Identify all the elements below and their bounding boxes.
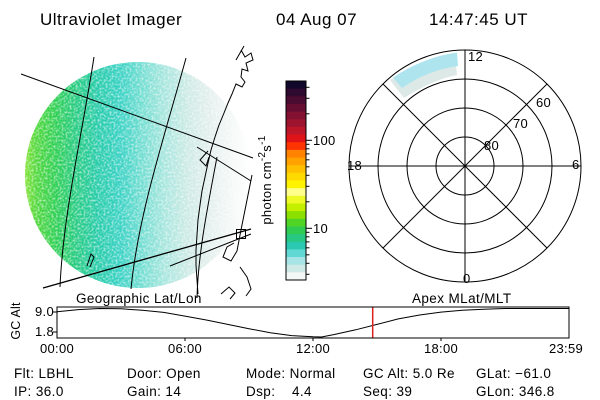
- colorbar-swatch: [286, 142, 306, 151]
- time-axis-labels: 00:00 06:00 12:00 18:00 23:59: [40, 341, 583, 356]
- uv-emission-speckle: [25, 62, 251, 288]
- status-flt: Flt: LBHL: [14, 366, 74, 381]
- spacecraft-footprint-marker: [236, 229, 246, 239]
- island-outline: [86, 253, 95, 268]
- mlat-label-70: 70: [513, 116, 528, 131]
- date-label: 04 Aug 07: [276, 10, 357, 29]
- meridian-line: [59, 56, 95, 288]
- colorbar-swatch: [286, 96, 306, 105]
- colorbar-swatch: [286, 157, 306, 166]
- time-label: 14:47:45 UT: [429, 10, 528, 29]
- app-title: Ultraviolet Imager: [40, 10, 182, 29]
- y-tick-label-high: 9.0: [35, 304, 54, 319]
- colorbar-swatch: [286, 111, 306, 120]
- apex-polar-panel: 12 18 6 0 80 70 60: [347, 49, 582, 286]
- orbit-plot-frame: [56, 306, 570, 339]
- colorbar-swatch: [286, 180, 306, 189]
- colorbar: 100 10 photon cm-2s-1: [257, 80, 336, 281]
- colorbar-swatch: [286, 272, 306, 281]
- colorbar-swatch: [286, 165, 306, 174]
- colorbar-swatch: [286, 134, 306, 143]
- emission-patch: [393, 52, 458, 88]
- geographic-image-panel: [20, 45, 254, 300]
- y-axis-label: GC Alt: [9, 302, 23, 340]
- status-ip: IP: 36.0: [14, 384, 64, 399]
- orbit-altitude-panel: Geographic Lat/Lon Apex MLat/MLT GC Alt …: [9, 291, 583, 356]
- colorbar-frame: [285, 80, 307, 281]
- mlt-label-18: 18: [347, 158, 362, 173]
- mlat-label-80: 80: [484, 138, 499, 153]
- colorbar-swatch: [286, 188, 306, 197]
- caption-apex: Apex MLat/MLT: [412, 291, 511, 306]
- mlt-label-0: 0: [463, 271, 471, 286]
- caption-geographic: Geographic Lat/Lon: [76, 291, 202, 306]
- orbit-track-line: [42, 228, 252, 289]
- colorbar-swatches: [286, 81, 306, 281]
- colorbar-swatch: [286, 103, 306, 113]
- colorbar-swatch: [286, 241, 306, 250]
- parallel-line: [20, 73, 254, 159]
- status-gain: Gain: 14: [127, 384, 181, 399]
- colorbar-unit-label: photon cm-2s-1: [257, 135, 274, 224]
- status-gcalt: GC Alt: 5.0 Re: [363, 366, 455, 381]
- colorbar-swatch: [286, 264, 306, 273]
- colorbar-swatch: [286, 218, 306, 227]
- colorbar-swatch: [286, 203, 306, 212]
- mlt-label-6: 6: [572, 157, 580, 172]
- colorbar-swatch: [286, 88, 306, 97]
- mlt-spoke-diagonal: [382, 83, 548, 249]
- colorbar-swatch: [286, 234, 306, 243]
- meridian-line: [130, 57, 187, 290]
- colorbar-swatch: [286, 249, 306, 258]
- x-tick-label: 23:59: [549, 341, 583, 356]
- status-glon: GLon: 346.8: [476, 384, 555, 399]
- coastline-path: [220, 266, 252, 300]
- x-tick-label: 18:00: [424, 341, 458, 356]
- x-tick-label: 00:00: [40, 341, 74, 356]
- colorbar-swatch: [286, 126, 306, 135]
- colorbar-tick-label-100: 100: [313, 133, 336, 148]
- mlat-label-60: 60: [536, 95, 551, 110]
- colorbar-ticks: [306, 86, 312, 275]
- orbit-axis-ticks: [53, 311, 442, 341]
- colorbar-swatch: [286, 119, 306, 128]
- colorbar-swatch: [286, 172, 306, 181]
- polar-labels: 12 18 6 0 80 70 60: [347, 49, 580, 286]
- status-door: Door: Open: [127, 366, 201, 381]
- coastline-path: [222, 174, 253, 262]
- title-bar: Ultraviolet Imager 04 Aug 07 14:47:45 UT: [40, 10, 528, 29]
- coastline-path: [199, 150, 210, 167]
- colorbar-swatch: [286, 211, 306, 220]
- colorbar-tick-label-10: 10: [313, 221, 328, 236]
- altitude-curve: [56, 307, 569, 338]
- colorbar-swatch: [286, 226, 306, 235]
- y-tick-label-low: 1.8: [35, 324, 54, 339]
- colorbar-swatch: [286, 149, 306, 158]
- status-panel: Flt: LBHL Door: Open Mode: Normal GC Alt…: [14, 366, 555, 399]
- status-dsp: Dsp: 4.4: [246, 384, 312, 399]
- x-tick-label: 06:00: [168, 341, 202, 356]
- coastlines: [86, 45, 254, 300]
- status-seq: Seq: 39: [363, 384, 412, 399]
- mlt-label-12: 12: [468, 49, 483, 64]
- parallel-line: [169, 233, 252, 267]
- colorbar-swatch: [286, 195, 306, 204]
- colorbar-swatch: [286, 257, 306, 266]
- status-mode: Mode: Normal: [246, 366, 336, 381]
- x-tick-label: 12:00: [296, 341, 330, 356]
- status-glat: GLat: −61.0: [476, 366, 551, 381]
- polar-grid: [348, 49, 582, 283]
- coastline-path: [195, 45, 254, 295]
- colorbar-swatch: [286, 81, 306, 90]
